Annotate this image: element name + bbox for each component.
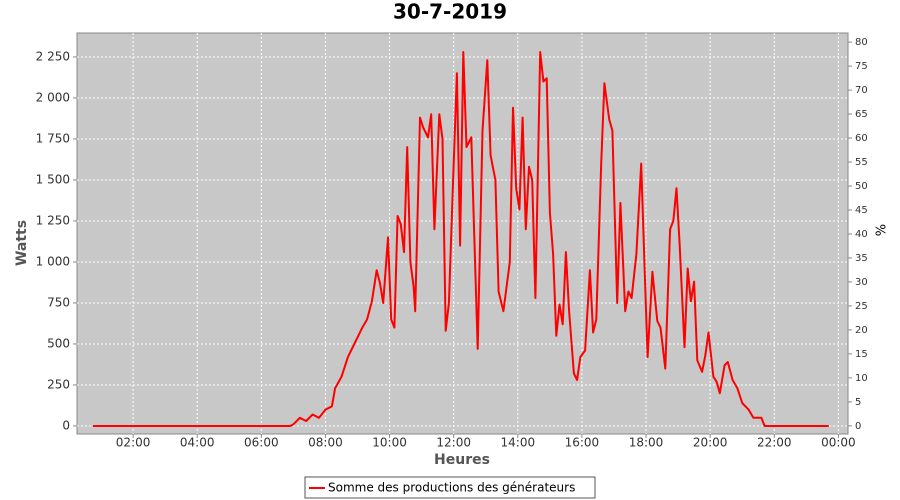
y2-tick-label: 15 [855, 349, 868, 360]
y-tick-label: 0 [62, 418, 70, 432]
y-tick-label: 250 [47, 377, 70, 391]
y2-tick-label: 50 [855, 181, 868, 192]
y-tick-label: 1 500 [36, 172, 70, 186]
x-tick-label: 14:00 [501, 436, 536, 450]
y-tick-label: 750 [47, 295, 70, 309]
x-axis-label: Heures [434, 452, 490, 468]
x-tick-label: 12:00 [436, 436, 471, 450]
x-tick-label: 18:00 [629, 436, 664, 450]
series-line [93, 51, 829, 427]
legend [304, 476, 596, 499]
x-tick-label: 16:00 [565, 436, 600, 450]
chart-title: 30-7-2019 [393, 0, 507, 24]
legend-label: Somme des productions des générateurs [328, 481, 575, 495]
y-tick-label: 1 000 [36, 254, 70, 268]
y-tick-label: 500 [47, 336, 70, 350]
y2-tick-label: 0 [855, 421, 861, 432]
x-tick-label: 00:00 [821, 436, 856, 450]
y2-tick-label: 5 [855, 397, 861, 408]
y2-tick-label: 55 [855, 157, 868, 168]
x-tick-label: 08:00 [308, 436, 343, 450]
y2-tick-label: 25 [855, 301, 868, 312]
y-axis-label: Watts [14, 220, 30, 266]
x-tick-label: 02:00 [116, 436, 151, 450]
y-tick-label: 2 250 [36, 49, 70, 63]
x-tick-label: 10:00 [372, 436, 407, 450]
y-tick-label: 1 250 [36, 213, 70, 227]
y-tick-label: 2 000 [36, 90, 70, 104]
y2-tick-label: 75 [855, 61, 868, 72]
y2-tick-label: 60 [855, 133, 868, 144]
y-tick-label: 1 750 [36, 131, 70, 145]
y2-tick-label: 65 [855, 109, 868, 120]
x-tick-label: 22:00 [757, 436, 792, 450]
x-tick-label: 04:00 [180, 436, 215, 450]
y2-tick-label: 80 [855, 37, 868, 48]
y2-tick-label: 30 [855, 277, 868, 288]
y2-axis-label: % [875, 224, 890, 236]
y2-tick-label: 70 [855, 85, 868, 96]
x-tick-label: 06:00 [244, 436, 279, 450]
x-tick-label: 20:00 [693, 436, 728, 450]
y2-tick-label: 10 [855, 373, 868, 384]
y2-tick-label: 35 [855, 253, 868, 264]
y2-tick-label: 20 [855, 325, 868, 336]
y2-tick-label: 45 [855, 205, 868, 216]
y2-tick-label: 40 [855, 229, 868, 240]
